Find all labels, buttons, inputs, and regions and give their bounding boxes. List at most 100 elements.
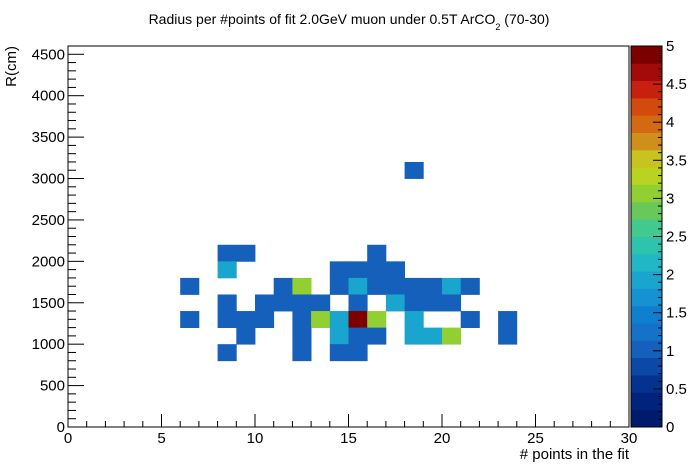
- heatmap-cell: [273, 294, 293, 312]
- palette-tick-label: 2.5: [666, 229, 687, 246]
- heatmap-cell: [348, 327, 368, 345]
- heatmap-cell: [498, 311, 518, 329]
- palette-tick-label: 4: [666, 114, 674, 131]
- palette-swatch: [631, 132, 662, 151]
- palette-swatch: [631, 201, 662, 220]
- heatmap-cell: [292, 327, 312, 345]
- y-tick-label: 3500: [32, 129, 65, 146]
- palette-swatch: [631, 271, 662, 289]
- heatmap-cell: [385, 294, 405, 312]
- y-tick-label: 2500: [32, 212, 65, 229]
- x-axis-title: # points in the fit: [520, 446, 630, 463]
- heatmap-cell: [404, 327, 424, 345]
- heatmap-cell: [236, 311, 256, 329]
- heatmap-cell: [460, 277, 480, 295]
- palette-tick-label: 5: [666, 38, 674, 55]
- heatmap-cell: [367, 327, 387, 345]
- heatmap-cell: [329, 344, 349, 362]
- heatmap-cell: [348, 294, 368, 312]
- palette-tick-label: 3: [666, 190, 674, 207]
- heatmap-cell: [404, 161, 424, 179]
- heatmap-cell: [217, 261, 237, 279]
- palette-swatch: [631, 236, 662, 255]
- y-tick-label: 4000: [32, 88, 65, 105]
- palette-swatch: [631, 357, 662, 376]
- chart-title: Radius per #points of fit 2.0GeV muon un…: [149, 11, 550, 32]
- heatmap-cell: [367, 244, 387, 262]
- heatmap-cell: [311, 311, 331, 329]
- heatmap-cell: [292, 294, 312, 312]
- palette-swatch: [631, 305, 662, 324]
- heatmap-cell: [180, 311, 200, 329]
- heatmap-cell: [367, 277, 387, 295]
- heatmap-cell: [236, 244, 256, 262]
- palette-swatch: [631, 340, 662, 359]
- palette-swatch: [631, 115, 662, 133]
- palette-tick-label: 2: [666, 267, 674, 284]
- heatmap-cell: [423, 294, 443, 312]
- x-tick-label: 30: [621, 430, 638, 447]
- heatmap-cell: [423, 277, 443, 295]
- heatmap-cell: [255, 311, 275, 329]
- heatmap-cell: [498, 327, 518, 345]
- y-tick-label: 2000: [32, 253, 65, 270]
- heatmap-cell: [348, 344, 368, 362]
- heatmap-cell: [348, 311, 368, 329]
- y-tick-label: 500: [40, 378, 65, 395]
- palette-swatch: [631, 253, 662, 272]
- y-tick-label: 1000: [32, 336, 65, 353]
- y-tick-label: 1500: [32, 295, 65, 312]
- palette-swatch: [631, 323, 662, 341]
- x-tick-label: 25: [527, 430, 544, 447]
- chart-title-main: Radius per #points of fit 2.0GeV muon un…: [149, 11, 496, 27]
- heatmap-cell: [311, 294, 331, 312]
- heatmap-cell: [385, 277, 405, 295]
- heatmap-cell: [217, 344, 237, 362]
- palette-swatch: [631, 46, 662, 64]
- y-tick-label: 3000: [32, 171, 65, 188]
- z-axis-title: Entries: [695, 96, 698, 143]
- heatmap-cell: [404, 294, 424, 312]
- heatmap-cell: [292, 344, 312, 362]
- palette-swatch: [631, 80, 662, 99]
- y-tick-label: 4500: [32, 46, 65, 63]
- palette-swatch: [631, 63, 662, 82]
- heatmap-cell: [348, 277, 368, 295]
- palette-tick-label: 0: [666, 419, 674, 436]
- chart-title-subscript: 2: [495, 22, 500, 32]
- heatmap-cell: [329, 327, 349, 345]
- palette-swatch: [631, 375, 662, 393]
- y-axis-title: R(cm): [3, 46, 20, 87]
- palette-tick-label: 1: [666, 343, 674, 360]
- color-palette: [630, 45, 663, 428]
- palette-swatch: [631, 167, 662, 185]
- heatmap-cell: [385, 261, 405, 279]
- heatmap-cell: [236, 327, 256, 345]
- heatmap-cell: [180, 277, 200, 295]
- palette-swatch: [631, 409, 662, 428]
- y-axis: 0 500 1000 1500 2000 2500 3000 3500 4000 4500: [32, 45, 84, 436]
- palette-swatch: [631, 184, 662, 203]
- heatmap-cell: [329, 261, 349, 279]
- palette-tick-label: 1.5: [666, 305, 687, 322]
- x-tick-label: 5: [157, 430, 165, 447]
- x-tick-label: 0: [64, 430, 72, 447]
- heatmap-cell: [255, 294, 275, 312]
- palette-swatch: [631, 288, 662, 307]
- palette-swatch: [631, 219, 662, 237]
- x-tick-label: 15: [340, 430, 357, 447]
- heatmap-cell: [404, 311, 424, 329]
- heatmap-cell: [329, 311, 349, 329]
- heatmap-cell: [442, 294, 462, 312]
- heatmap-cell: [217, 311, 237, 329]
- palette-tick-label: 3.5: [666, 152, 687, 169]
- heatmap-cells: [180, 161, 518, 362]
- palette-axis: 0 0.5 1 1.5 2 2.5 3 3.5 4 4.5 5: [653, 38, 687, 436]
- palette-swatch: [631, 392, 662, 411]
- heatmap-cell: [217, 294, 237, 312]
- palette-tick-label: 0.5: [666, 381, 687, 398]
- x-tick-label: 10: [247, 430, 264, 447]
- heatmap-cell: [292, 277, 312, 295]
